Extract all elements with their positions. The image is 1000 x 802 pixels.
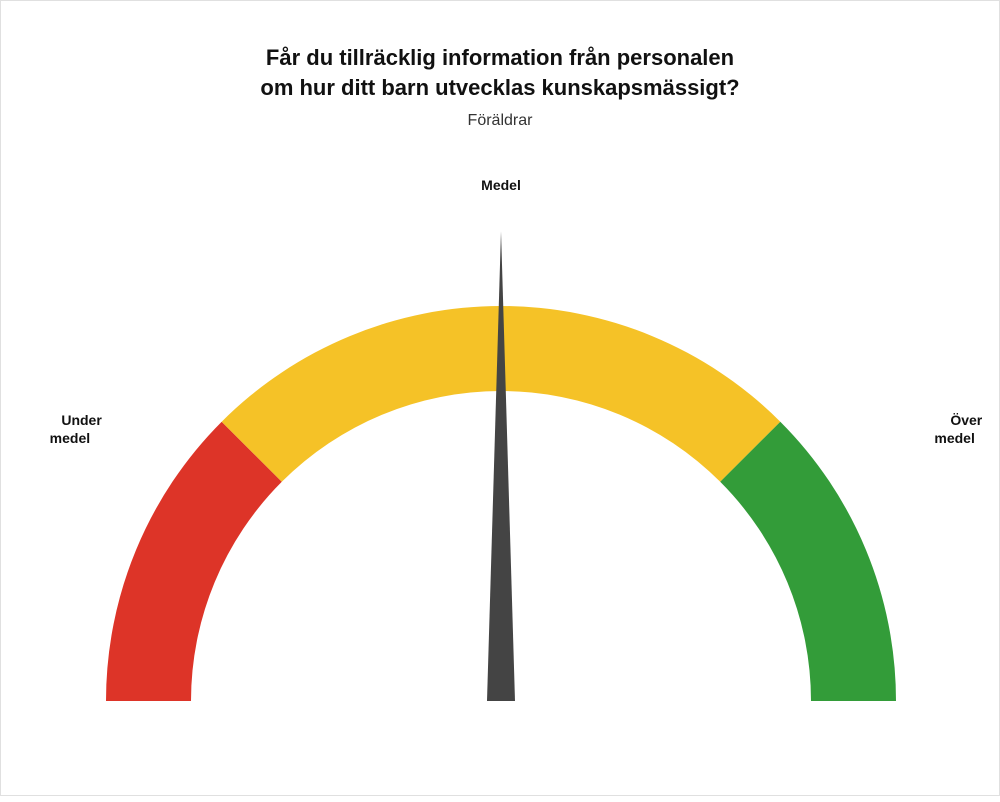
gauge-label-left: Under medel bbox=[38, 393, 102, 466]
gauge-svg bbox=[1, 1, 1000, 797]
gauge-label-right-text: Över medel bbox=[934, 412, 982, 446]
gauge-segment bbox=[106, 422, 282, 701]
gauge-segment bbox=[720, 422, 896, 701]
gauge-chart: Medel Under medel Över medel bbox=[1, 1, 1000, 797]
gauge-label-left-text: Under medel bbox=[50, 412, 102, 446]
gauge-label-top: Medel bbox=[481, 177, 521, 193]
gauge-needle bbox=[487, 231, 515, 701]
chart-frame: Får du tillräcklig information från pers… bbox=[0, 0, 1000, 796]
gauge-label-right: Över medel bbox=[927, 393, 982, 466]
gauge-label-top-text: Medel bbox=[481, 177, 521, 193]
